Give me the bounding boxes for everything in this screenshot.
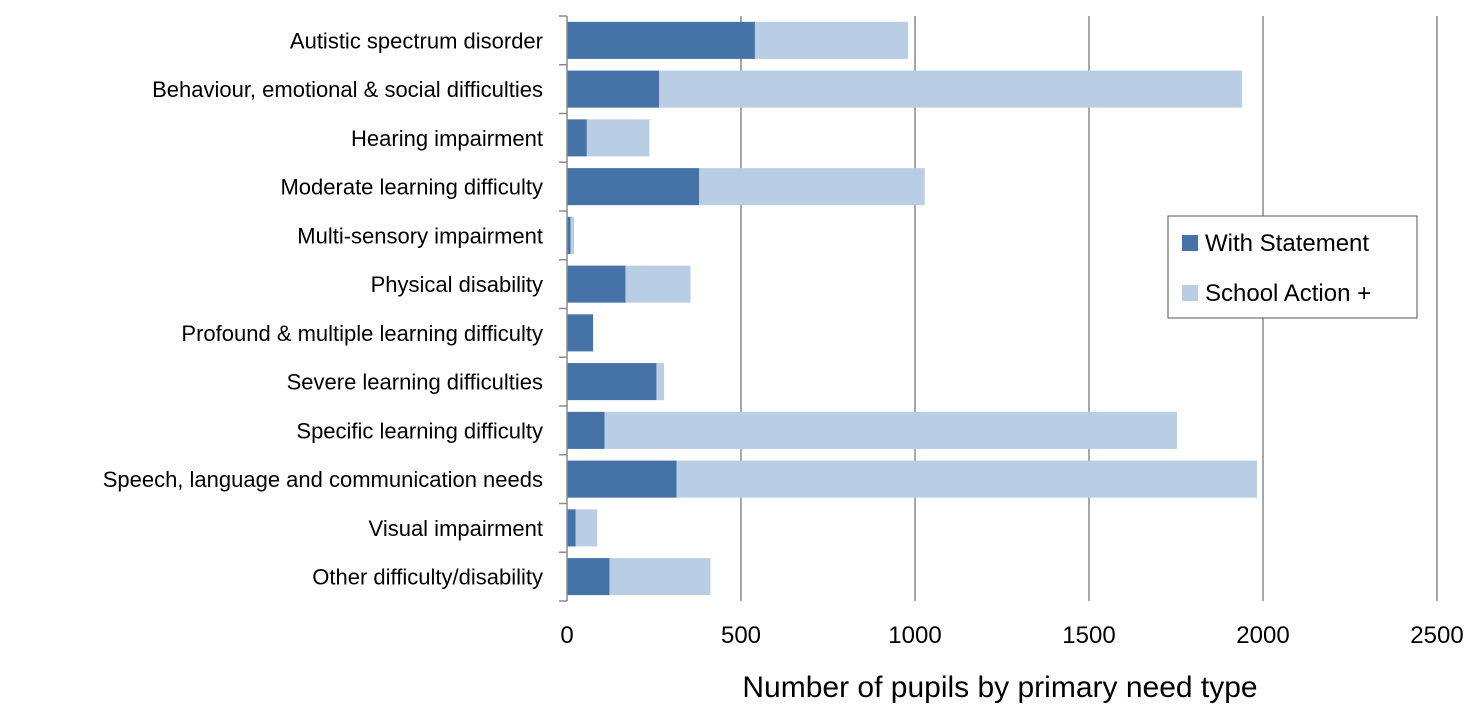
bar-segment [575, 509, 598, 547]
bar-segment [567, 558, 610, 596]
category-label: Speech, language and communication needs [103, 467, 543, 492]
bar-segment [604, 411, 1178, 449]
bar-segment [567, 119, 587, 157]
category-label: Moderate learning difficulty [280, 175, 543, 200]
bar-segment [586, 119, 650, 157]
legend-swatch-with-statement [1182, 235, 1198, 251]
x-tick-label: 500 [721, 622, 761, 649]
bar-segment [656, 363, 665, 401]
x-tick-label: 2000 [1236, 622, 1289, 649]
bar-segment [625, 265, 691, 303]
bar-segment [676, 460, 1258, 498]
bar-segment [699, 168, 925, 206]
bar-segment [609, 558, 711, 596]
category-label: Specific learning difficulty [296, 418, 543, 443]
category-label: Behaviour, emotional & social difficulti… [152, 77, 543, 102]
gridlines [740, 16, 1438, 601]
bar-segment [567, 21, 755, 59]
bar-segment [754, 21, 909, 59]
x-tick-label: 0 [560, 622, 573, 649]
category-label: Other difficulty/disability [312, 565, 543, 590]
axes [559, 15, 568, 602]
bars [567, 21, 1258, 596]
category-label: Severe learning difficulties [287, 370, 543, 395]
x-tick-label: 1500 [1062, 622, 1115, 649]
bar-segment [567, 363, 657, 401]
x-axis-title: Number of pupils by primary need type [742, 671, 1257, 704]
bar-segment [567, 216, 571, 254]
category-label: Hearing impairment [351, 126, 543, 151]
category-label: Multi-sensory impairment [297, 223, 543, 248]
category-label: Profound & multiple learning difficulty [181, 321, 543, 346]
legend-label-school-action: School Action + [1205, 280, 1371, 307]
legend-swatch-school-action [1182, 285, 1198, 301]
bar-segment [659, 70, 1243, 108]
bar-segment [567, 70, 660, 108]
bar-segment [567, 168, 700, 206]
x-tick-label: 2500 [1410, 622, 1463, 649]
category-label: Visual impairment [369, 516, 543, 541]
legend-label-with-statement: With Statement [1205, 230, 1369, 257]
category-label: Physical disability [371, 272, 543, 297]
x-tick-labels: 0 500 1000 1500 2000 2500 [560, 622, 1463, 649]
bar-segment [567, 265, 626, 303]
bar-segment [567, 509, 576, 547]
bar-segment [567, 314, 594, 352]
legend-box [1167, 215, 1418, 319]
category-labels: Autistic spectrum disorder Behaviour, emo… [103, 28, 543, 589]
legend: With Statement School Action + [1167, 215, 1418, 319]
bar-segment [567, 460, 677, 498]
bar-segment [570, 216, 574, 254]
category-label: Autistic spectrum disorder [290, 28, 543, 53]
bar-segment [567, 411, 605, 449]
x-tick-label: 1000 [888, 622, 941, 649]
